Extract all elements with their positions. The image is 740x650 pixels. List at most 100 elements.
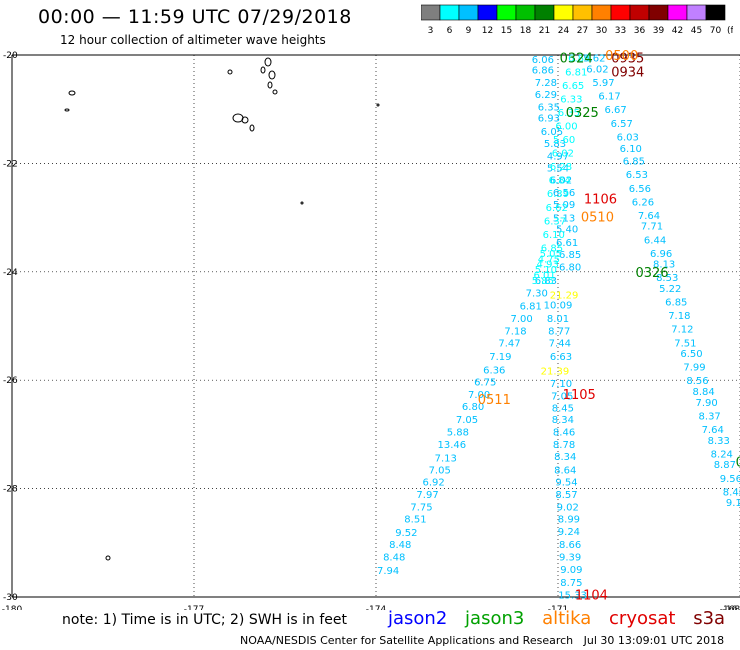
swh-value: 7.64 xyxy=(702,425,724,436)
swh-value: 7.44 xyxy=(549,338,571,349)
swh-value: 7.13 xyxy=(435,454,457,465)
swh-value: 5.85 xyxy=(532,276,554,287)
swh-value: 5.62 xyxy=(583,54,605,65)
island-outline xyxy=(64,108,70,112)
swh-value: 5.54 xyxy=(547,164,569,175)
swh-value: 6.06 xyxy=(532,55,554,66)
x-tick-label: -168 xyxy=(720,605,740,610)
swh-value: 6.84 xyxy=(568,54,590,65)
scale-tick-label: 45 xyxy=(691,26,702,36)
swh-value: 6.85 xyxy=(665,298,687,309)
scale-tick-label: 70 xyxy=(710,26,722,36)
swh-value: 6.56 xyxy=(629,184,651,195)
swh-value: 7.18 xyxy=(668,311,690,322)
swh-value: 6.81 xyxy=(520,301,542,312)
mission-jason2: jason2 xyxy=(388,608,448,629)
mission-s3a: s3a xyxy=(693,608,726,629)
swh-value: 7.05 xyxy=(456,415,478,426)
swh-value: 8.78 xyxy=(553,440,575,451)
swh-value: 8.48 xyxy=(723,487,740,498)
x-tick-label: -174 xyxy=(366,605,387,610)
swh-value: 8.56 xyxy=(686,376,708,387)
swh-value: 8.51 xyxy=(404,514,426,525)
island-outline xyxy=(232,113,244,123)
x-tick-label: -177 xyxy=(184,605,204,610)
swh-value: 6.56 xyxy=(553,188,575,199)
pass-time-label: 0935 xyxy=(611,52,644,67)
swh-value: 6.03 xyxy=(617,132,639,143)
swh-value: 10.09 xyxy=(544,300,573,311)
y-tick-label: -30 xyxy=(3,593,18,603)
scale-tick-label: 3 xyxy=(428,26,434,36)
island-outline xyxy=(267,81,273,89)
swh-value: 7.99 xyxy=(683,363,705,374)
swh-value: 6.96 xyxy=(650,249,672,260)
pass-time-label: 0324 xyxy=(560,52,593,67)
swh-value: 7.30 xyxy=(526,288,548,299)
swh-value: 5.13 xyxy=(553,214,575,225)
swh-value: 4.97 xyxy=(547,151,569,162)
swh-value: 8.48 xyxy=(383,552,405,563)
swh-value: 6.53 xyxy=(626,170,648,181)
swh-value: 7.05 xyxy=(551,391,573,402)
mission-jason3: jason3 xyxy=(465,608,525,629)
swh-value: 7.90 xyxy=(696,398,718,409)
swh-value: 9.24 xyxy=(558,527,580,538)
swh-value: 5.40 xyxy=(556,224,578,235)
swh-value: 8.53 xyxy=(656,273,678,284)
swh-value: 6.00 xyxy=(555,121,577,132)
swh-value: 6.81 xyxy=(565,67,587,78)
swh-value: 7.00 xyxy=(510,314,532,325)
island-outline xyxy=(241,116,249,124)
swh-value: 7.10 xyxy=(550,379,572,390)
island-outline xyxy=(68,90,76,96)
swh-value: 6.62 xyxy=(546,203,568,214)
swh-value: 9.56 xyxy=(720,474,740,485)
mission-altika: altika xyxy=(542,608,592,629)
swh-value: 6.44 xyxy=(644,235,666,246)
swh-value: 9.52 xyxy=(395,528,417,539)
island-outline xyxy=(249,124,255,132)
page-title: 00:00 — 11:59 UTC 07/29/2018 xyxy=(38,6,352,28)
swh-value: 9.09 xyxy=(560,565,582,576)
island-outline xyxy=(272,89,278,95)
island-outline xyxy=(376,103,380,107)
scale-tick-label: 33 xyxy=(615,26,626,36)
swh-value: 8.01 xyxy=(547,314,569,325)
swh-value: 6.02 xyxy=(586,65,608,76)
swh-value: 8.24 xyxy=(711,449,733,460)
swh-value: 6.36 xyxy=(483,365,505,376)
swh-value: 8.33 xyxy=(708,436,730,447)
swh-value: 9.39 xyxy=(559,552,581,563)
swh-value: 6.84 xyxy=(549,176,571,187)
mission-legend: jason2 jason3 altika cryosat s3a xyxy=(388,608,737,629)
swh-value: 8.84 xyxy=(692,387,714,398)
swh-value: 15.33 xyxy=(558,590,587,601)
swh-value: 21.29 xyxy=(550,291,579,302)
swh-value: 5.97 xyxy=(592,78,614,89)
swh-value: 5.10 xyxy=(535,265,557,276)
swh-value: 8.45 xyxy=(552,403,574,414)
swh-value: 8.75 xyxy=(560,578,582,589)
footer-credit: NOAA/NESDIS Center for Satellite Applica… xyxy=(240,634,724,647)
swh-value: 8.46 xyxy=(553,428,575,439)
pass-time-label: 0326 xyxy=(635,266,668,281)
swh-value: 6.35 xyxy=(538,102,560,113)
swh-value: 8.66 xyxy=(559,540,581,551)
swh-value: 6.63 xyxy=(550,352,572,363)
swh-value: 8.99 xyxy=(558,514,580,525)
pass-time-label: 0500 xyxy=(605,49,638,64)
island-outline xyxy=(260,66,266,74)
swh-value: 6.83 xyxy=(535,276,557,287)
swh-value: 9.54 xyxy=(555,478,577,489)
swh-value: 6.57 xyxy=(611,119,633,130)
swh-value: 9.02 xyxy=(557,502,579,513)
swh-value: 7.64 xyxy=(638,211,660,222)
pass-time-label: 1106 xyxy=(584,193,617,208)
swh-value: 6.75 xyxy=(474,377,496,388)
swh-value: 6.39 xyxy=(547,189,569,200)
swh-value: 6.01 xyxy=(534,271,556,282)
scale-tick-label: 15 xyxy=(501,26,512,36)
swh-value: 4.75 xyxy=(538,254,560,265)
scale-tick-label: 36 xyxy=(634,26,646,36)
